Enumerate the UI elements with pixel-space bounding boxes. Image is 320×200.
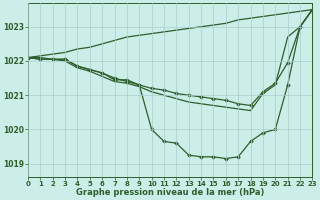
X-axis label: Graphe pression niveau de la mer (hPa): Graphe pression niveau de la mer (hPa) [76, 188, 264, 197]
